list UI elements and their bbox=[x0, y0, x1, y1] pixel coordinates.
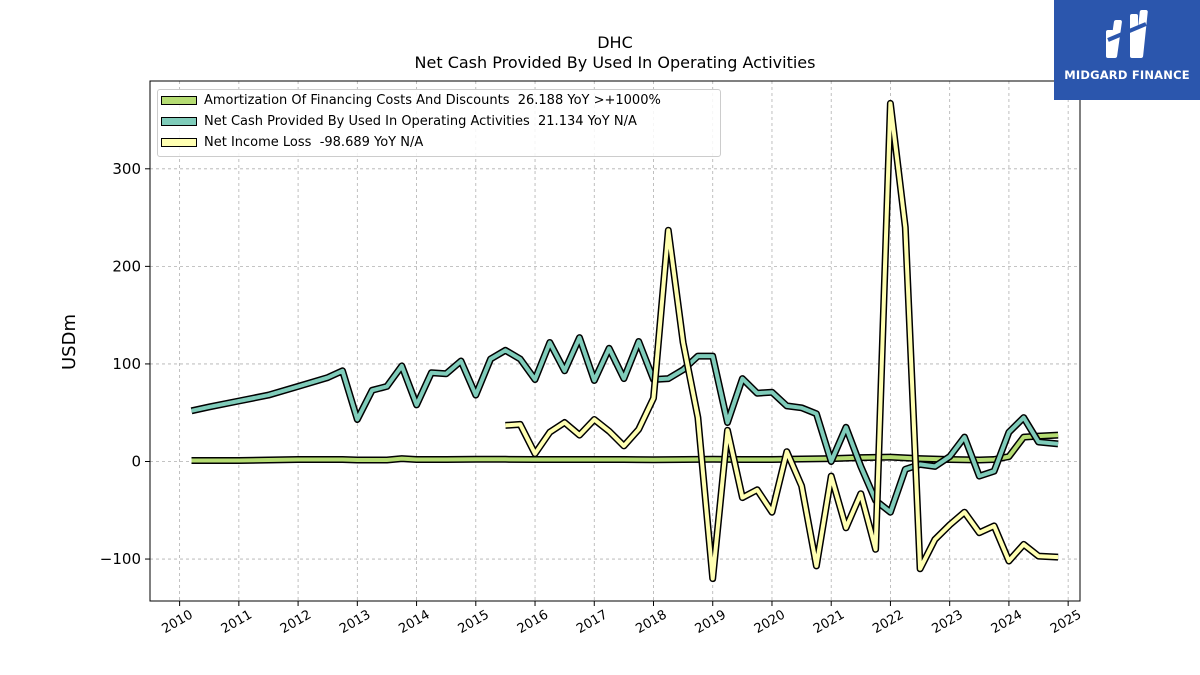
plot-frame bbox=[149, 80, 1081, 602]
legend-swatch-net-income bbox=[161, 138, 197, 147]
x-axis-ticks: 2010 2011 2012 2013 2014 2015 2016 2017 2018 2019… bbox=[159, 601, 1084, 637]
x-tick-label: 2020 bbox=[752, 607, 788, 637]
y-tick-label: 0 bbox=[131, 452, 141, 470]
y-tick-label: 200 bbox=[112, 257, 141, 275]
midgard-finance-logo: MIDGARD FINANCE bbox=[1054, 0, 1200, 100]
legend-label-net-income: Net Income Loss -98.689 YoY N/A bbox=[204, 135, 424, 150]
legend-label-net-cash: Net Cash Provided By Used In Operating A… bbox=[204, 114, 637, 129]
x-tick-label: 2019 bbox=[693, 607, 729, 637]
x-tick-label: 2012 bbox=[278, 607, 314, 637]
legend-item-net-cash: Net Cash Provided By Used In Operating A… bbox=[158, 113, 720, 133]
y-tick-label: 100 bbox=[112, 355, 141, 373]
legend-swatch-net-cash bbox=[161, 117, 197, 126]
x-tick-label: 2014 bbox=[396, 607, 432, 637]
series-outline-net-income-loss bbox=[505, 99, 1059, 583]
y-tick-label: 300 bbox=[112, 160, 141, 178]
x-tick-label: 2013 bbox=[337, 607, 373, 637]
legend-label-amortization: Amortization Of Financing Costs And Disc… bbox=[204, 93, 661, 108]
series-layer bbox=[190, 99, 1059, 583]
x-tick-label: 2025 bbox=[1048, 607, 1084, 637]
x-tick-label: 2023 bbox=[930, 607, 966, 637]
series-line-net-income-loss bbox=[505, 101, 1059, 581]
x-tick-label: 2024 bbox=[989, 607, 1025, 637]
x-tick-label: 2016 bbox=[515, 607, 551, 637]
legend: Amortization Of Financing Costs And Disc… bbox=[157, 89, 721, 157]
series-line-amortization-of-financing-costs-and-discounts bbox=[191, 433, 1059, 463]
y-tick-label: −100 bbox=[100, 550, 141, 568]
grid-lines bbox=[150, 81, 1080, 601]
y-axis-label: USDm bbox=[59, 314, 80, 370]
x-tick-label: 2021 bbox=[811, 607, 847, 637]
y-axis-ticks: −100 0 100 200 300 bbox=[100, 160, 150, 568]
midgard-logo-icon bbox=[1106, 10, 1148, 58]
legend-item-amortization: Amortization Of Financing Costs And Disc… bbox=[158, 92, 720, 112]
x-tick-label: 2011 bbox=[219, 607, 255, 637]
logo-text: MIDGARD FINANCE bbox=[1064, 68, 1190, 82]
x-tick-label: 2017 bbox=[574, 607, 610, 637]
legend-swatch-amortization bbox=[161, 96, 197, 105]
x-tick-label: 2018 bbox=[633, 607, 669, 637]
legend-item-net-income: Net Income Loss -98.689 YoY N/A bbox=[158, 134, 720, 154]
chart-title: DHC bbox=[597, 33, 633, 52]
x-tick-label: 2010 bbox=[159, 607, 195, 637]
x-tick-label: 2022 bbox=[870, 607, 906, 637]
x-tick-label: 2015 bbox=[456, 607, 492, 637]
chart-subtitle: Net Cash Provided By Used In Operating A… bbox=[414, 53, 816, 72]
